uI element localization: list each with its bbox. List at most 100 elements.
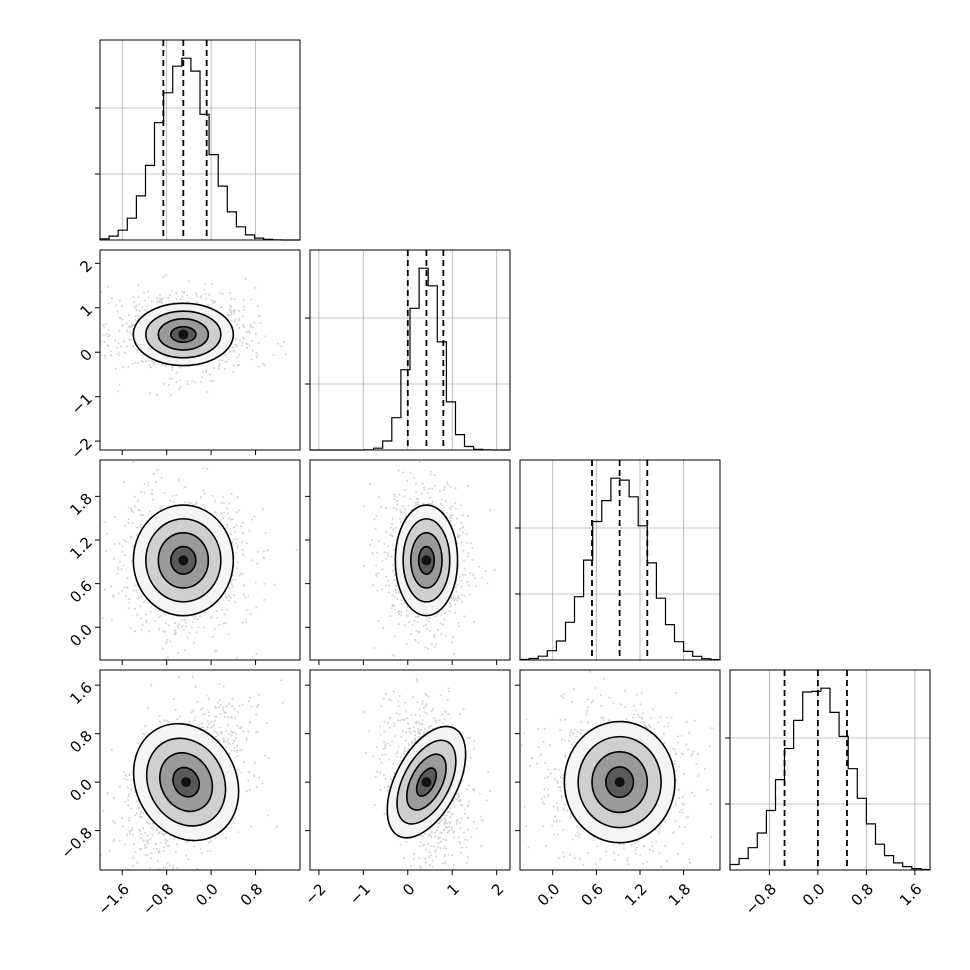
scatter-point [242, 553, 244, 556]
scatter-point [430, 836, 433, 839]
scatter-point [235, 657, 238, 659]
scatter-point [400, 666, 402, 668]
scatter-point [196, 701, 199, 703]
scatter-point [375, 551, 378, 554]
scatter-point [90, 561, 92, 563]
scatter-point [158, 300, 161, 303]
scatter-point [222, 737, 225, 740]
scatter-point [401, 718, 404, 721]
scatter-point [206, 725, 209, 728]
scatter-point [228, 587, 231, 590]
scatter-point [398, 661, 400, 663]
scatter-point [256, 705, 259, 708]
scatter-point [433, 636, 436, 639]
y-tick-label: −2 [68, 434, 96, 462]
scatter-point [400, 511, 403, 514]
scatter-point [393, 574, 396, 577]
scatter-point [230, 297, 233, 300]
scatter-point [453, 830, 456, 833]
scatter-point [156, 860, 159, 863]
scatter-point [186, 882, 188, 884]
scatter-point [472, 573, 475, 576]
scatter-point [145, 613, 147, 616]
scatter-point [231, 585, 234, 588]
scatter-point [401, 730, 404, 733]
scatter-point [106, 532, 109, 535]
scatter-point [126, 586, 129, 589]
scatter-point [415, 721, 418, 724]
scatter-point [429, 854, 432, 857]
scatter-point [214, 705, 216, 708]
scatter-point [725, 715, 727, 717]
scatter-point [127, 607, 130, 609]
scatter-point [183, 618, 186, 621]
scatter-point [259, 315, 261, 318]
scatter-point [413, 638, 416, 641]
scatter-point [489, 911, 491, 913]
scatter-point [422, 844, 425, 846]
scatter-point [382, 747, 385, 750]
scatter-point [161, 832, 164, 835]
scatter-point [137, 361, 139, 364]
density-panel-1-2 [305, 459, 511, 665]
scatter-point [449, 603, 452, 606]
scatter-point [410, 633, 412, 636]
scatter-point [465, 846, 468, 849]
scatter-point [242, 335, 245, 338]
scatter-point [481, 576, 484, 579]
scatter-point [416, 720, 419, 723]
scatter-point [112, 796, 115, 799]
scatter-point [425, 888, 427, 890]
scatter-point [224, 711, 227, 714]
scatter-point [523, 805, 526, 808]
scatter-point [421, 835, 424, 837]
scatter-point [381, 560, 384, 562]
scatter-point [391, 603, 394, 606]
scatter-point [166, 839, 169, 842]
scatter-point [207, 841, 210, 844]
scatter-point [143, 601, 145, 604]
scatter-point [419, 867, 422, 870]
scatter-point [215, 715, 218, 718]
scatter-point [431, 866, 434, 869]
scatter-point [404, 701, 407, 704]
scatter-point [223, 741, 226, 744]
scatter-point [436, 826, 439, 829]
scatter-point [439, 694, 442, 697]
scatter-point [386, 789, 389, 792]
scatter-point [138, 828, 141, 831]
scatter-point [134, 851, 137, 854]
scatter-point [556, 809, 559, 812]
scatter-point [234, 578, 237, 581]
scatter-point [390, 740, 393, 743]
scatter-point [177, 625, 180, 628]
scatter-point [417, 736, 420, 739]
scatter-point [139, 829, 142, 832]
scatter-point [110, 585, 113, 588]
scatter-point [680, 808, 683, 811]
scatter-point [235, 750, 238, 753]
scatter-point [148, 392, 151, 395]
scatter-point [165, 641, 168, 644]
scatter-point [467, 856, 470, 859]
scatter-point [230, 313, 233, 316]
scatter-point [177, 627, 180, 629]
scatter-point [123, 340, 126, 343]
scatter-point [410, 731, 412, 734]
scatter-point [396, 503, 399, 506]
scatter-point [462, 525, 465, 528]
scatter-point [185, 294, 188, 297]
scatter-point [430, 834, 432, 837]
scatter-point [162, 383, 165, 385]
scatter-point [689, 862, 691, 864]
scatter-point [467, 828, 470, 831]
scatter-point [223, 368, 226, 370]
scatter-point [484, 570, 487, 573]
scatter-point [105, 550, 107, 553]
scatter-point [380, 588, 383, 591]
scatter-point [448, 830, 451, 833]
scatter-point [452, 831, 455, 834]
scatter-point [184, 621, 187, 624]
scatter-point [250, 825, 253, 828]
